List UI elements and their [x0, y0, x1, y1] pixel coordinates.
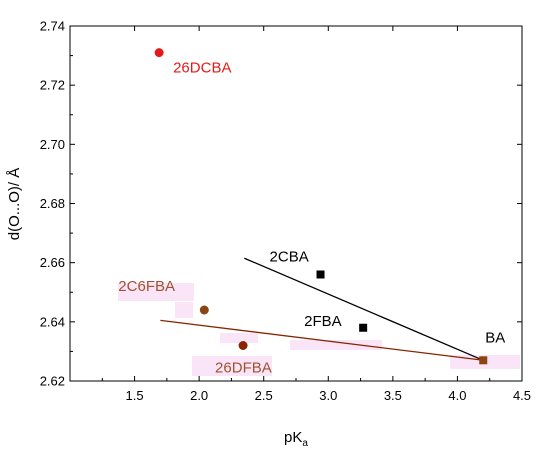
point-26dfba	[238, 341, 248, 350]
label-ba: BA	[485, 329, 505, 346]
fit-line-2	[160, 319, 484, 361]
label-highlight	[220, 333, 258, 343]
point-2c6fba	[199, 305, 209, 315]
x-axis-title-subscript: a	[302, 438, 308, 449]
label-highlight	[290, 340, 382, 350]
point-2cba	[316, 270, 325, 279]
x-axis-ticks: 1.5 2.0 2.5 3.0 3.5 4.0 4.5	[101, 26, 531, 403]
fit-line-1	[244, 257, 484, 361]
x-tick-label: 3.0	[319, 388, 337, 403]
y-tick-label: 2.74	[40, 19, 65, 34]
point-ba	[479, 356, 488, 365]
point-2fba	[359, 323, 368, 332]
x-axis-title: pKa	[284, 429, 308, 449]
label-2cba: 2CBA	[270, 249, 309, 266]
label-2fba: 2FBA	[304, 313, 342, 330]
y-axis-title: d(O...O)/ Å	[6, 168, 23, 241]
y-tick-label: 2.66	[40, 255, 65, 270]
x-tick-label: 4.0	[448, 388, 466, 403]
x-axis-title-main: pK	[284, 429, 302, 446]
plot-frame	[69, 25, 523, 382]
label-26dcba: 26DCBA	[173, 60, 231, 77]
y-tick-label: 2.62	[40, 374, 65, 389]
label-26dfba: 26DFBA	[215, 360, 272, 377]
point-labels: 26DCBA 2C6FBA 26DFBA 2CBA 2FBA BA	[118, 60, 505, 377]
fit-lines	[160, 257, 484, 361]
x-tick-label: 3.5	[384, 388, 402, 403]
label-2c6fba: 2C6FBA	[118, 278, 175, 295]
label-highlight	[175, 302, 193, 318]
y-tick-label: 2.70	[40, 137, 65, 152]
data-points	[154, 48, 488, 365]
y-tick-label: 2.64	[40, 314, 65, 329]
label-highlight	[118, 283, 194, 301]
y-tick-label: 2.68	[40, 196, 65, 211]
x-tick-label: 4.5	[513, 388, 531, 403]
x-tick-label: 2.0	[190, 388, 208, 403]
x-tick-label: 1.5	[126, 388, 144, 403]
label-highlight	[192, 356, 272, 376]
x-tick-label: 2.5	[255, 388, 273, 403]
point-26dcba	[154, 48, 164, 58]
y-tick-label: 2.72	[40, 78, 65, 93]
y-axis-ticks: 2.62 2.64 2.66 2.68 2.70 2.72 2.74	[40, 19, 522, 389]
